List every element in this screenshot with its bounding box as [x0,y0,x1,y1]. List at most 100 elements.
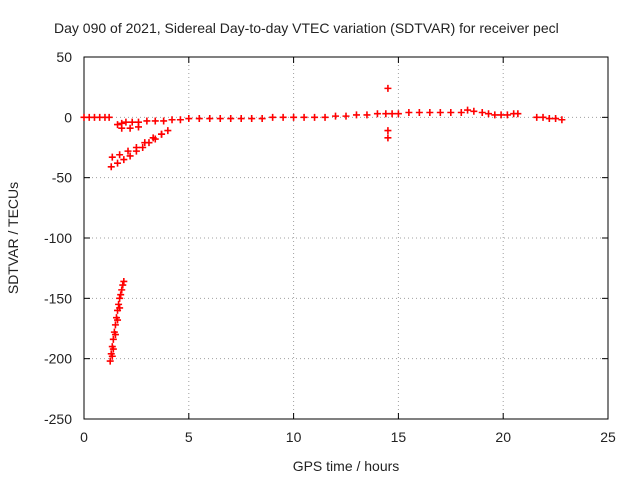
data-point-main-trend [114,121,122,129]
data-point-main-trend [143,117,151,125]
data-point-main-trend [552,115,560,123]
data-point-main-trend [388,110,396,118]
data-point-main-trend [470,107,478,115]
data-point-early-branch [132,144,140,151]
data-point-main-trend [485,110,493,118]
data-point-main-trend [290,113,298,121]
data-point-outliers [384,134,392,142]
data-point-main-trend [373,110,381,118]
data-point-early-branch [149,134,157,142]
data-point-main-trend [394,110,402,118]
data-point-early-branch [126,152,134,160]
data-point-early-branch [107,163,115,171]
data-point-steep-branch [119,281,127,289]
data-point-main-trend [464,106,472,114]
data-point-steep-branch [108,352,116,360]
y-tick-label: -200 [44,351,72,367]
x-tick-label: 15 [391,429,407,445]
y-tick-label: -150 [44,290,72,306]
data-point-main-trend [457,109,465,117]
data-point-main-trend [405,109,413,117]
data-point-steep-branch [120,277,128,285]
data-point-main-trend [216,115,224,123]
data-point-early-branch [118,124,126,132]
data-point-main-trend [258,115,266,123]
plot-frame [83,56,609,420]
data-point-early-branch [114,159,122,167]
data-point-main-trend [352,111,360,119]
data-point-outliers [384,84,392,92]
y-tick-label: -50 [52,170,72,186]
data-point-main-trend [363,111,371,119]
data-point-main-trend [503,111,511,119]
data-point-early-branch [139,144,147,151]
data-point-early-branch [134,123,142,131]
data-point-main-trend [195,115,203,123]
data-point-main-trend [206,115,214,123]
data-point-steep-branch [114,316,122,324]
data-point-steep-branch [115,300,123,308]
y-tick-label: -250 [44,411,72,427]
data-point-main-trend [300,113,308,121]
x-tick-label: 20 [495,429,511,445]
data-point-early-branch [116,151,124,159]
x-tick-label: 0 [80,429,88,445]
data-point-main-trend [168,116,176,124]
data-point-main-trend [151,117,159,125]
data-point-main-trend [447,109,455,117]
data-point-main-trend [185,115,193,123]
data-point-main-trend [227,115,235,123]
data-point-main-trend [426,109,434,117]
y-tick-label: -100 [44,230,72,246]
data-point-main-trend [321,113,329,121]
data-point-main-trend [248,115,256,123]
grid-layer [84,57,608,419]
data-point-steep-branch [106,357,114,365]
x-tick-label: 10 [286,429,302,445]
data-point-main-trend [382,110,390,118]
data-point-steep-branch [109,345,117,353]
data-point-steep-branch [111,331,119,339]
data-point-steep-branch [116,294,124,302]
data-point-main-trend [279,113,287,121]
x-tick-label: 5 [185,429,193,445]
data-point-main-trend [539,113,547,121]
data-point-main-trend [533,113,541,121]
data-point-main-trend [269,113,277,121]
data-point-early-branch [158,130,166,138]
data-point-steep-branch [118,286,126,294]
data-point-early-branch [124,147,132,155]
data-point-main-trend [176,116,184,124]
y-tick-label: 50 [56,49,72,65]
chart-title: Day 090 of 2021, Sidereal Day-to-day VTE… [54,20,559,36]
data-point-main-trend [128,118,136,126]
data-point-main-trend [491,111,499,119]
data-points-layer [80,84,566,365]
data-point-early-branch [120,156,128,164]
data-point-main-trend [436,109,444,117]
y-tick-label: 0 [64,109,72,125]
data-point-main-trend [497,111,505,119]
data-point-early-branch [108,153,116,161]
data-point-main-trend [237,115,245,123]
data-point-main-trend [514,110,522,118]
data-point-outliers [384,127,392,135]
data-point-steep-branch [116,304,124,312]
data-point-main-trend [478,109,486,117]
data-point-main-trend [415,109,423,117]
data-point-main-trend [342,112,350,120]
data-point-main-trend [122,118,130,126]
data-point-steep-branch [111,321,119,329]
data-point-early-branch [164,127,172,135]
data-point-steep-branch [117,291,125,299]
data-point-early-branch [126,124,134,132]
data-point-main-trend [160,117,168,125]
data-point-main-trend [558,116,566,124]
data-point-main-trend [105,113,113,121]
x-axis-label: GPS time / hours [293,458,400,474]
y-axis-label: SDTVAR / TECUs [5,182,21,294]
x-tick-label: 25 [600,429,616,445]
tick-layer: 0 5 10 15 20 25 50 0 -50 -100 -150 -200 -250 [44,49,616,445]
